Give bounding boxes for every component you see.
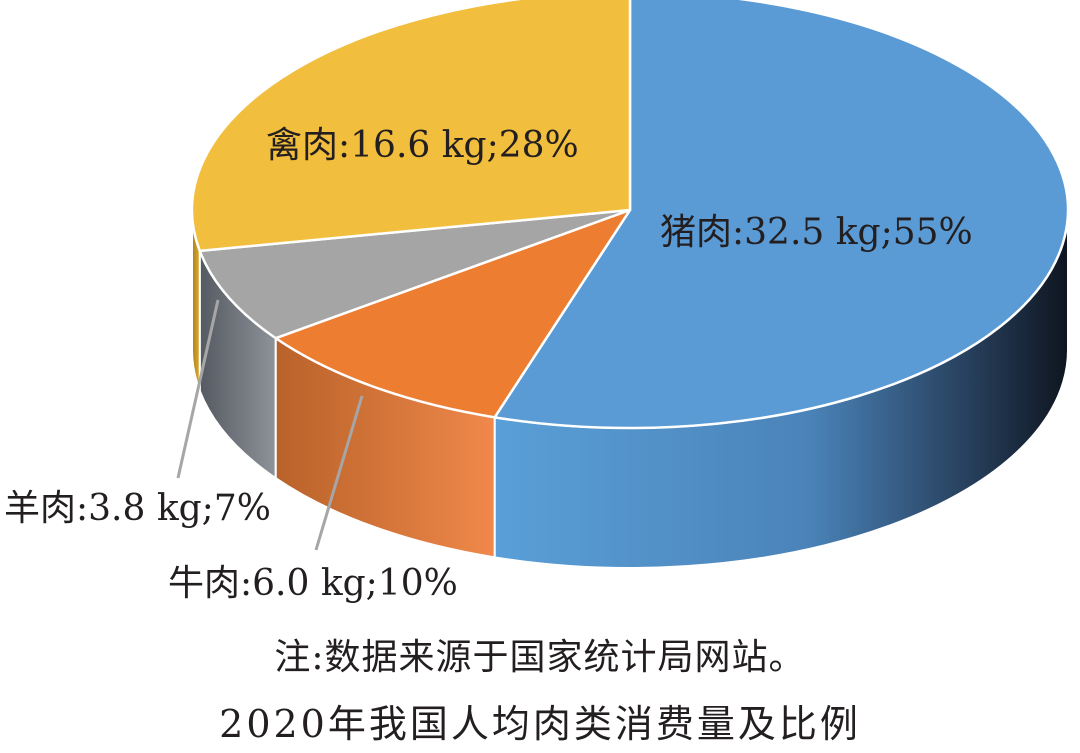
- pie-slice-3: [198, 208, 632, 340]
- pie-slice-4: [190, 0, 632, 253]
- pie-chart-svg: 猪肉:32.5 kg;55% 牛肉:6.0 kg;10% 羊肉:3.8 kg;7% 禽…: [4, 0, 1070, 604]
- slice-label-4: 禽肉:16.6 kg;28%: [266, 125, 579, 166]
- leader-line-2: [314, 395, 364, 551]
- leader-lines: [176, 299, 364, 551]
- slice-label-3: 羊肉:3.8 kg;7%: [4, 488, 271, 529]
- chart-caption: 2020年我国人均肉类消费量及比例: [219, 702, 861, 746]
- slice-labels: 猪肉:32.5 kg;55% 牛肉:6.0 kg;10% 羊肉:3.8 kg;7% 禽…: [4, 125, 973, 604]
- pie-slice-1: [493, 0, 1070, 430]
- leader-line-3: [176, 299, 220, 479]
- data-source-note: 注:数据来源于国家统计局网站。: [274, 637, 806, 678]
- slice-label-2: 牛肉:6.0 kg;10%: [168, 563, 458, 604]
- pie-tops: [190, 0, 1070, 430]
- pie-slice-2: [274, 208, 632, 419]
- slice-label-1: 猪肉:32.5 kg;55%: [660, 212, 973, 253]
